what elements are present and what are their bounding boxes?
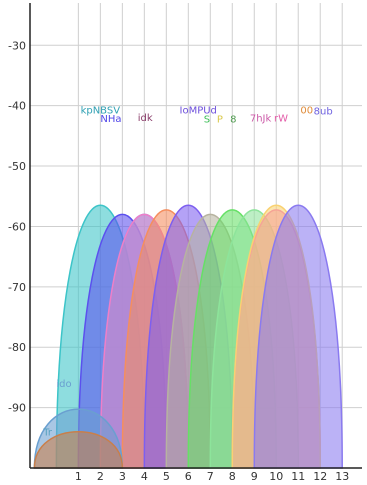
x-tick-label: 10 [269, 470, 283, 483]
y-tick-label: -80 [8, 341, 26, 354]
x-tick-label: 5 [163, 470, 170, 483]
network-ssid-label: NHa [100, 114, 121, 125]
network-ssid-label: kpNBSV [81, 106, 121, 117]
x-tick-label: 6 [185, 470, 192, 483]
x-tick-label: 4 [141, 470, 148, 483]
network-ssid-label: IoMPUd [180, 106, 217, 117]
x-tick-label: 7 [207, 470, 214, 483]
network-ssid-label: 7hJk [250, 113, 272, 124]
network-ssid-label: S [204, 115, 210, 126]
x-tick-label: 9 [251, 470, 258, 483]
y-tick-label: -40 [8, 100, 26, 113]
network-ssid-label: Tr [42, 427, 53, 438]
x-tick-label: 8 [229, 470, 236, 483]
network-curve[interactable] [253, 204, 343, 469]
network-ssid-label: 8ub [314, 107, 333, 118]
x-tick-label: 11 [291, 470, 305, 483]
x-tick-label: 12 [313, 470, 327, 483]
network-curve[interactable] [33, 431, 124, 469]
x-tick-label: 2 [97, 470, 104, 483]
y-tick-label: -50 [8, 160, 26, 173]
y-tick-label: -30 [8, 39, 26, 52]
x-tick-label: 1 [75, 470, 82, 483]
y-tick-label: -60 [8, 220, 26, 233]
network-ssid-label: 8 [230, 115, 236, 126]
network-ssid-label: P [217, 115, 223, 126]
network-ssid-label: rW [274, 113, 288, 124]
x-tick-label: 3 [119, 470, 126, 483]
network-ssid-label: 00 [300, 106, 313, 117]
network-ssid-label: ido [56, 379, 71, 390]
network-ssid-label: idk [138, 113, 153, 124]
y-tick-label: -90 [8, 402, 26, 415]
y-tick-label: -70 [8, 281, 26, 294]
x-tick-label: 13 [335, 470, 349, 483]
